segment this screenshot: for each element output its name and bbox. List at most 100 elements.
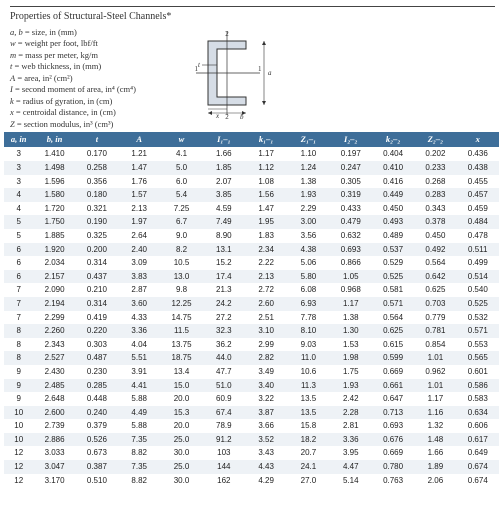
table-cell: 4.41 [118,379,160,393]
properties-table: a, inb, intAwI₁–₁k₁–₁Z₁–₁I₂–₂k₂–₂Z₂–₂x 3… [4,132,499,487]
table-cell: 0.661 [372,379,414,393]
table-cell: 24.1 [287,460,329,474]
table-cell: 0.703 [414,297,456,311]
table-row: 102.6000.2404.4915.367.43.8713.52.280.71… [4,406,499,420]
table-cell: 6.93 [287,297,329,311]
table-cell: 0.553 [457,338,499,352]
table-cell: 0.240 [76,406,118,420]
legend-def: = area, in² (cm²) [15,73,72,83]
table-cell: 4.29 [245,474,287,488]
table-cell: 0.780 [372,460,414,474]
variable-legend: a, b = size, in (mm)w = weight per foot,… [10,27,136,130]
table-cell: 2.034 [33,256,75,270]
table-cell: 0.564 [372,311,414,325]
table-cell: 0.674 [457,474,499,488]
table-row: 123.0470.3877.3525.01444.4324.14.470.780… [4,460,499,474]
table-cell: 3.40 [245,379,287,393]
table-cell: 5.14 [330,474,372,488]
dim-a-label: a [268,69,272,77]
table-cell: 3.09 [118,256,160,270]
table-row: 92.4850.2854.4115.051.03.4011.31.930.661… [4,379,499,393]
table-cell: 15.0 [160,379,202,393]
table-cell: 0.484 [457,215,499,229]
table-cell: 0.854 [414,338,456,352]
table-cell: 6.7 [160,215,202,229]
table-cell: 0.450 [414,229,456,243]
legend-def: = size, in (mm) [23,27,77,37]
table-cell: 2.42 [330,392,372,406]
table-cell: 2.157 [33,270,75,284]
table-cell: 0.436 [457,147,499,161]
table-cell: 10.6 [287,365,329,379]
table-cell: 25.0 [160,460,202,474]
table-row: 51.8850.3252.649.08.901.833.560.6320.489… [4,229,499,243]
table-cell: 1.08 [245,175,287,189]
table-row: 82.2600.2203.3611.532.33.108.101.300.625… [4,324,499,338]
table-cell: 0.968 [330,283,372,297]
table-cell: 2.72 [245,283,287,297]
table-cell: 2.739 [33,419,75,433]
table-cell: 3.36 [330,433,372,447]
table-row: 31.4100.1701.214.11.661.171.100.1970.404… [4,147,499,161]
legend-def: = weight per foot, lbf/ft [16,38,98,48]
table-cell: 5.51 [118,351,160,365]
table-cell: 25.0 [160,433,202,447]
header-block: Properties of Structural-Steel Channels*… [0,0,503,132]
legend-row: t = web thickness, in (mm) [10,61,136,72]
table-cell: 1.47 [118,161,160,175]
table-cell: 3.10 [245,324,287,338]
table-cell: 7.78 [287,311,329,325]
axis-2-bottom-label: 2 [225,113,229,119]
table-cell: 1.17 [414,392,456,406]
table-cell: 8.82 [118,474,160,488]
table-cell: 0.437 [76,270,118,284]
table-cell: 0.669 [372,365,414,379]
table-cell: 47.7 [203,365,245,379]
table-cell: 2.06 [414,474,456,488]
table-row: 102.8860.5267.3525.091.23.5218.23.360.67… [4,433,499,447]
channel-diagram: 2 2 1 1 a b [168,27,288,119]
table-cell: 0.962 [414,365,456,379]
table-cell: 3.56 [287,229,329,243]
table-cell: 4.04 [118,338,160,352]
table-cell: 3.66 [245,419,287,433]
table-cell: 3.52 [245,433,287,447]
table-row: 82.3430.3034.0413.7536.22.999.031.530.61… [4,338,499,352]
table-cell: 5.4 [160,188,202,202]
table-cell: 6 [4,270,33,284]
table-cell: 5.80 [287,270,329,284]
table-cell: 0.387 [76,460,118,474]
table-cell: 0.170 [76,147,118,161]
table-cell: 0.314 [76,297,118,311]
table-cell: 78.9 [203,419,245,433]
table-cell: 0.526 [76,433,118,447]
table-cell: 1.05 [330,270,372,284]
table-cell: 17.4 [203,270,245,284]
table-cell: 4.33 [118,311,160,325]
table-cell: 0.455 [457,175,499,189]
table-cell: 0.489 [372,229,414,243]
table-cell: 2.34 [245,243,287,257]
table-cell: 2.430 [33,365,75,379]
table-cell: 18.75 [160,351,202,365]
table-cell: 0.693 [330,243,372,257]
legend-def: = web thickness, in (mm) [12,61,101,71]
table-cell: 0.319 [330,188,372,202]
legend-row: A = area, in² (cm²) [10,73,136,84]
table-cell: 0.450 [372,202,414,216]
table-cell: 24.2 [203,297,245,311]
table-cell: 0.583 [457,392,499,406]
table-cell: 2.51 [245,311,287,325]
col-header: I₂–₂ [330,132,372,147]
table-cell: 27.0 [287,474,329,488]
col-header: Z₁–₁ [287,132,329,147]
table-cell: 2.886 [33,433,75,447]
table-cell: 15.3 [160,406,202,420]
table-cell: 4 [4,202,33,216]
table-cell: 9.0 [160,229,202,243]
col-header: I₁–₁ [203,132,245,147]
table-cell: 1.38 [287,175,329,189]
table-cell: 0.325 [76,229,118,243]
table-cell: 1.89 [414,460,456,474]
legend-row: x = centroidal distance, in (cm) [10,107,136,118]
